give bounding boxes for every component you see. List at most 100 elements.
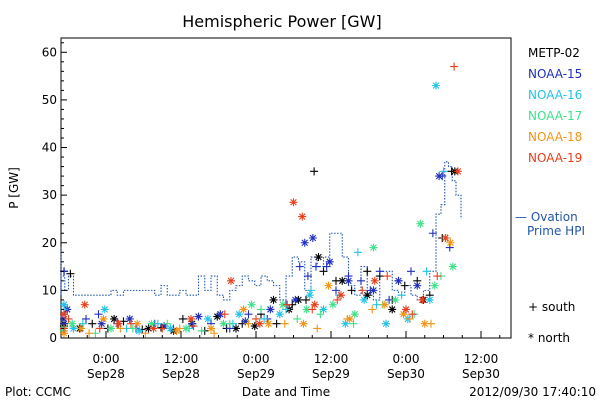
data-point <box>282 305 290 314</box>
data-point <box>283 300 292 309</box>
data-point <box>178 314 187 323</box>
data-point <box>278 300 287 309</box>
data-point <box>227 276 235 285</box>
data-point <box>433 272 442 281</box>
data-point <box>407 267 415 276</box>
data-point <box>257 305 265 314</box>
series-noaa-15-plus <box>60 172 454 333</box>
data-point <box>182 324 190 333</box>
data-point <box>397 291 406 300</box>
timestamp: 2012/09/30 17:40:10 <box>469 385 596 399</box>
data-point <box>441 234 450 242</box>
data-point <box>430 281 439 290</box>
data-point <box>405 314 414 323</box>
data-point <box>408 310 417 319</box>
data-point <box>203 314 212 323</box>
data-point <box>144 324 153 333</box>
data-point <box>295 262 304 271</box>
data-point <box>77 324 85 333</box>
data-point <box>298 212 307 221</box>
data-point <box>68 319 77 328</box>
series-noaa-16-star <box>60 81 440 335</box>
data-point <box>247 300 256 309</box>
x-axis: 0:00Sep2812:00Sep280:00Sep2912:00Sep290:… <box>68 331 501 381</box>
data-point <box>114 319 123 328</box>
ovation-hpi-line <box>60 161 462 301</box>
data-point <box>60 310 68 319</box>
data-point <box>382 319 390 328</box>
series-noaa-17-star <box>60 219 457 333</box>
data-point <box>163 319 172 328</box>
data-point <box>368 305 377 314</box>
data-point <box>332 286 340 295</box>
legend-entry-noaa-18: NOAA-18 <box>528 130 582 144</box>
data-point <box>302 295 310 304</box>
data-point <box>349 319 358 328</box>
y-tick-label-30: 30 <box>42 188 57 202</box>
data-point <box>383 272 392 281</box>
data-point <box>453 167 462 176</box>
ovation-label-line1: — Ovation <box>515 210 578 224</box>
data-point <box>310 300 319 309</box>
data-point <box>127 319 135 328</box>
marker-key: + south * north <box>528 300 575 345</box>
data-point <box>107 324 115 333</box>
data-point <box>232 324 240 333</box>
x-tick-date-5: Sep30 <box>462 367 500 381</box>
data-point <box>275 310 284 319</box>
x-tick-date-2: Sep29 <box>237 367 275 381</box>
data-point <box>360 295 369 304</box>
data-point <box>313 324 322 333</box>
data-point <box>319 267 328 276</box>
data-point <box>125 314 134 323</box>
legend-entry-metp-02: METP-02 <box>528 46 580 60</box>
data-point <box>99 314 108 323</box>
data-point <box>100 305 109 314</box>
x-tick-date-0: Sep28 <box>87 367 125 381</box>
data-point <box>239 305 248 314</box>
data-point <box>289 198 298 207</box>
y-tick-label-40: 40 <box>42 141 57 155</box>
legend-entry-noaa-17: NOAA-17 <box>528 109 582 123</box>
legend-entry-noaa-16: NOAA-16 <box>528 88 582 102</box>
data-point <box>220 310 229 319</box>
data-point <box>316 310 325 319</box>
data-point <box>158 324 167 333</box>
data-point <box>333 295 342 304</box>
data-point <box>432 81 440 90</box>
data-point <box>357 276 365 285</box>
data-point <box>322 262 331 271</box>
data-point <box>341 319 350 328</box>
legend-entry-noaa-19: NOAA-19 <box>528 151 582 165</box>
data-point <box>60 300 68 309</box>
data-point <box>291 295 300 304</box>
marker-key-south: + south <box>528 300 575 314</box>
data-points <box>60 62 462 338</box>
data-point <box>60 329 68 338</box>
data-point <box>64 314 73 323</box>
y-tick-label-20: 20 <box>42 236 57 250</box>
data-point <box>369 286 378 295</box>
data-point <box>420 319 429 328</box>
data-point <box>244 319 253 328</box>
data-point <box>97 319 106 328</box>
data-point <box>338 276 347 285</box>
data-point <box>314 253 323 262</box>
data-point <box>399 310 408 319</box>
series-noaa-19-star <box>60 167 462 333</box>
data-point <box>302 305 311 314</box>
data-point <box>369 243 378 252</box>
legend-entry-noaa-15: NOAA-15 <box>528 67 582 81</box>
data-point <box>207 324 215 333</box>
data-point <box>299 319 308 328</box>
data-point <box>380 300 389 309</box>
y-tick-label-50: 50 <box>42 93 57 107</box>
data-point <box>128 324 137 333</box>
data-point <box>350 310 359 319</box>
data-point <box>94 310 103 319</box>
data-point <box>141 329 150 338</box>
data-point <box>344 276 353 285</box>
x-tick-date-4: Sep30 <box>387 367 425 381</box>
data-point <box>293 314 302 323</box>
plot-credit: Plot: CCMC <box>5 385 71 399</box>
